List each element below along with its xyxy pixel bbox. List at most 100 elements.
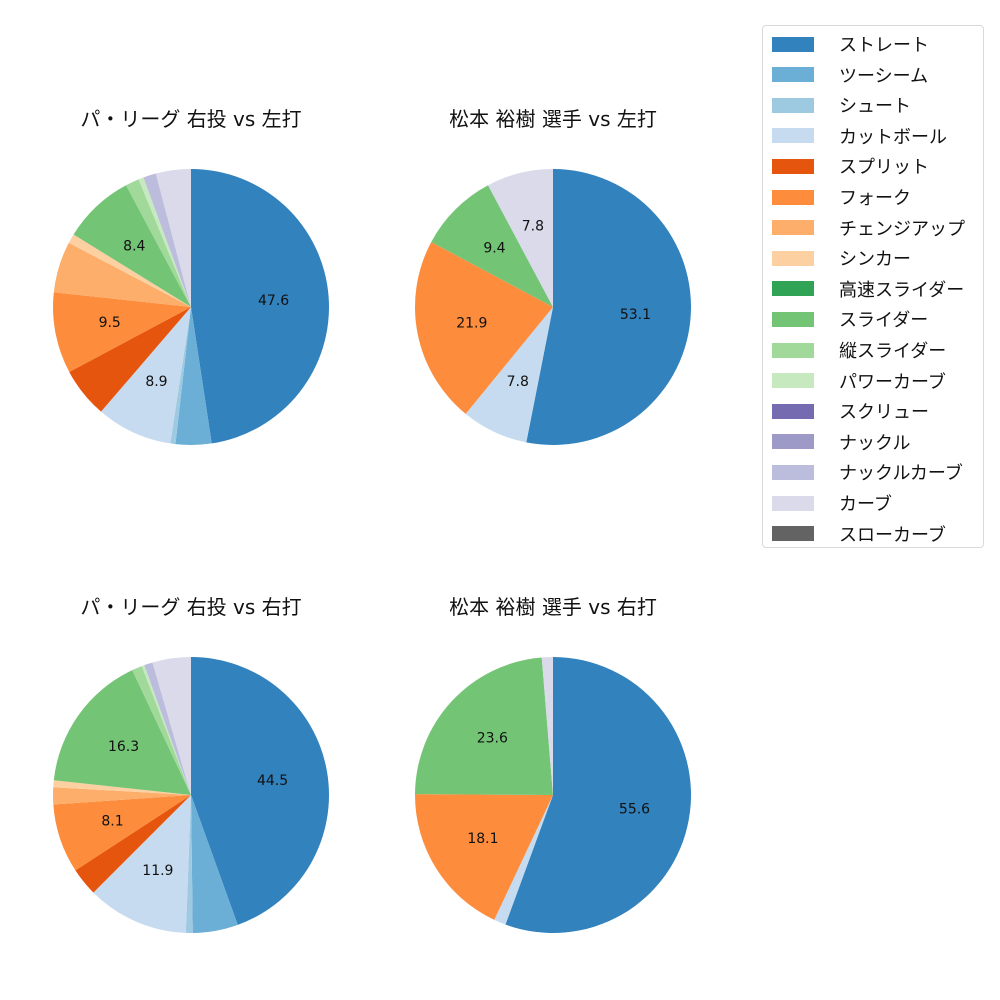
pie-slice xyxy=(185,795,193,933)
slice-percent-label: 9.5 xyxy=(99,315,121,331)
pie-slice xyxy=(126,179,191,307)
pie-slice xyxy=(143,173,191,307)
legend-swatch xyxy=(772,189,814,205)
slice-percent-label: 44.5 xyxy=(257,773,288,789)
slice-percent-label: 23.6 xyxy=(477,731,508,747)
legend-item: ツーシーム xyxy=(772,64,929,87)
pie-slice xyxy=(505,657,691,933)
pie-slice xyxy=(191,657,330,925)
chart-title-league-vs-left: パ・リーグ 右投 vs 左打 xyxy=(80,107,302,131)
legend-label: スプリット xyxy=(839,157,929,179)
slice-percent-label: 16.3 xyxy=(108,739,139,755)
pie-slice xyxy=(138,177,191,307)
pie-slice xyxy=(69,307,191,412)
legend-label: スクリュー xyxy=(839,402,929,424)
legend-label: 縦スライダー xyxy=(839,341,947,362)
legend-item: シュート xyxy=(772,94,911,117)
pie-slice xyxy=(488,169,553,307)
slice-percent-label: 18.1 xyxy=(467,831,498,847)
pie-slice xyxy=(414,794,553,920)
pie-slice xyxy=(101,307,191,444)
pie-slice xyxy=(170,307,191,445)
pie-slice xyxy=(465,307,553,443)
legend-swatch xyxy=(772,526,814,542)
legend-item: ナックルカーブ xyxy=(772,461,963,484)
pie-slice xyxy=(73,185,191,307)
legend-swatch xyxy=(772,220,814,236)
chart-title-player-vs-left: 松本 裕樹 選手 vs 左打 xyxy=(449,107,657,131)
legend-label: スライダー xyxy=(839,310,929,332)
legend-label: チェンジアップ xyxy=(839,218,965,240)
slice-percent-label: 8.1 xyxy=(101,813,123,829)
legend-swatch xyxy=(772,158,814,174)
legend-swatch xyxy=(772,97,814,113)
slice-percent-label: 7.8 xyxy=(507,374,529,390)
pie-slice xyxy=(53,670,191,795)
pie-slice xyxy=(53,787,192,805)
slice-percent-label: 21.9 xyxy=(456,315,487,331)
pie-slice xyxy=(494,795,553,925)
pie-slice xyxy=(541,657,553,795)
pie-slice xyxy=(191,169,329,444)
legend-label: 高速スライダー xyxy=(839,279,965,301)
chart-title-player-vs-right: 松本 裕樹 選手 vs 右打 xyxy=(449,595,657,619)
pie-slice xyxy=(52,292,191,372)
legend-label: シンカー xyxy=(839,249,911,271)
legend-item: カットボール xyxy=(772,125,947,148)
legend-swatch xyxy=(772,281,814,297)
legend-swatch xyxy=(772,311,814,327)
pie-slice xyxy=(191,795,238,933)
pie-slice xyxy=(415,657,553,795)
pie-slice xyxy=(175,307,212,445)
legend-item: 縦スライダー xyxy=(772,339,947,362)
pie-slice xyxy=(75,795,191,893)
legend-label: ストレート xyxy=(839,35,929,56)
legend-label: フォーク xyxy=(839,188,911,209)
legend-item: ナックル xyxy=(772,431,911,454)
legend-item: ストレート xyxy=(772,33,929,56)
legend-item: スプリット xyxy=(772,155,929,179)
slice-percent-label: 47.6 xyxy=(258,293,289,309)
legend-label: パワーカーブ xyxy=(839,371,946,393)
legend-item: パワーカーブ xyxy=(772,370,946,393)
legend-swatch xyxy=(772,128,814,144)
pie-slice xyxy=(53,780,192,795)
legend-swatch xyxy=(772,250,814,266)
legend-label: ナックル xyxy=(839,432,911,454)
legend-label: カットボール xyxy=(839,126,947,148)
pie-slice xyxy=(53,242,191,307)
slice-percent-label: 8.4 xyxy=(123,239,145,255)
pie-slice xyxy=(526,169,692,445)
legend-label: カーブ xyxy=(839,494,892,515)
legend-swatch xyxy=(772,495,814,511)
legend-item: スクリュー xyxy=(772,400,929,424)
legend-swatch xyxy=(772,36,814,52)
legend-swatch xyxy=(772,373,814,389)
slice-percent-label: 7.8 xyxy=(522,219,544,235)
pie-slice xyxy=(53,795,192,871)
legend-item: チェンジアップ xyxy=(772,217,965,240)
slice-percent-label: 9.4 xyxy=(483,240,505,256)
legend-item: シンカー xyxy=(772,247,911,271)
slice-percent-label: 11.9 xyxy=(142,863,173,879)
legend-label: ツーシーム xyxy=(839,65,929,87)
pie-slice xyxy=(141,665,191,795)
legend-swatch xyxy=(772,342,814,358)
slice-percent-label: 55.6 xyxy=(619,801,650,817)
legend-item: スローカーブ xyxy=(772,523,946,546)
legend-swatch xyxy=(772,67,814,83)
pie-slice xyxy=(415,242,553,414)
legend-swatch xyxy=(772,434,814,450)
slice-percent-label: 53.1 xyxy=(620,307,651,323)
legend-item: スライダー xyxy=(772,308,929,332)
legend-label: スローカーブ xyxy=(839,524,946,546)
legend: ストレートツーシームシュートカットボール スプリットフォークチェンジアップ シンカー… xyxy=(762,25,984,548)
legend-item: カーブ xyxy=(772,492,892,515)
pie-slice xyxy=(155,169,191,307)
legend-swatch xyxy=(772,403,814,419)
pie-slice xyxy=(93,795,191,933)
